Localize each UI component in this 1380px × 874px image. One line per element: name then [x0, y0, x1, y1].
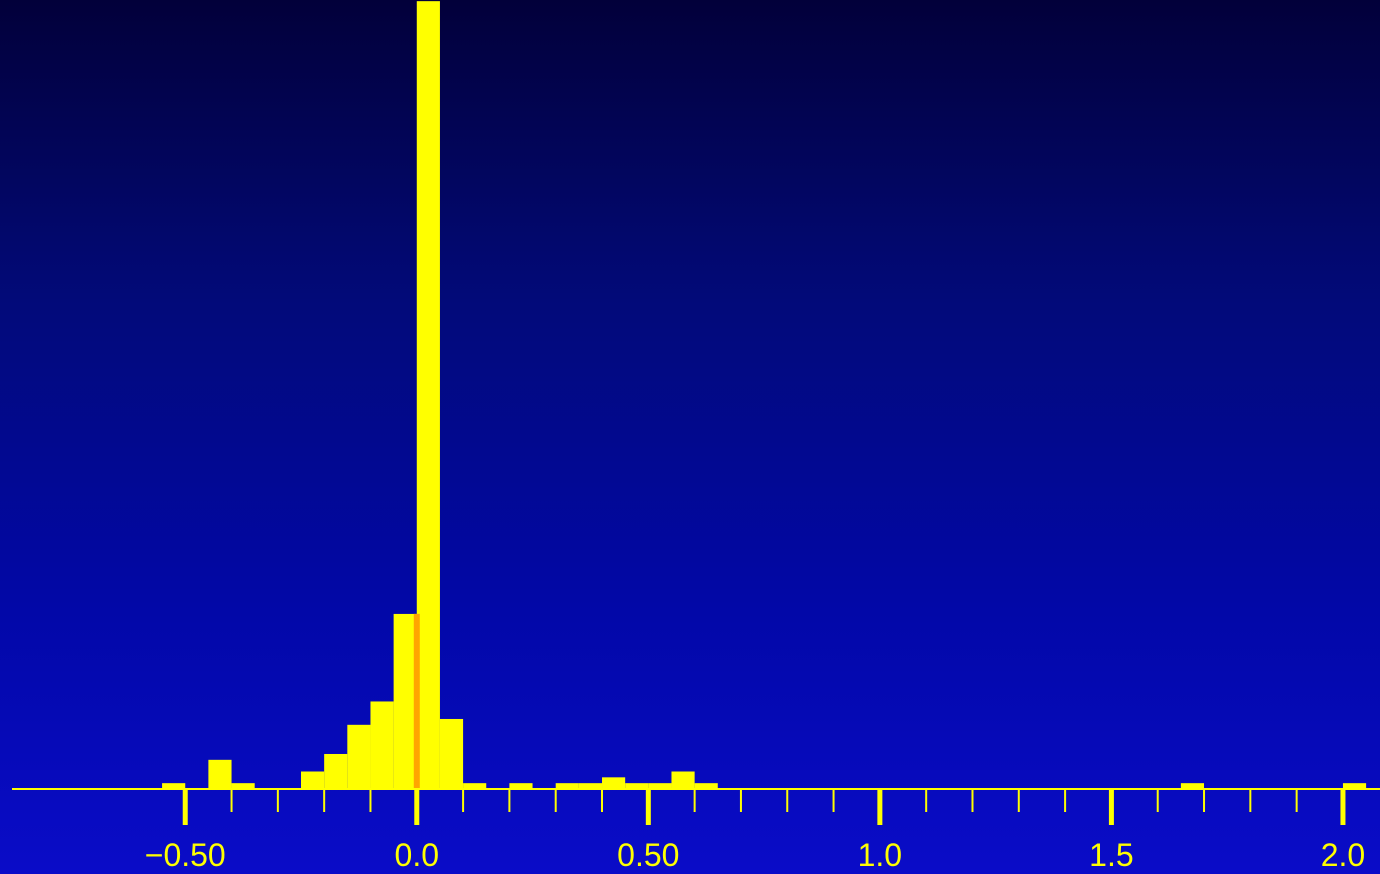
x-axis: −0.50 0.0 0.50 1.0 1.5 2.0 — [12, 788, 1380, 873]
histogram-bar — [509, 783, 533, 789]
histogram-bar — [439, 718, 464, 789]
x-tick-label: 1.0 — [858, 837, 902, 873]
histogram-bar — [1180, 783, 1205, 789]
histogram-bar — [1342, 783, 1367, 789]
histogram-bar — [671, 771, 695, 789]
histogram-bar — [301, 771, 325, 789]
x-tick-label: 0.0 — [395, 837, 439, 873]
x-tick-label: 2.0 — [1321, 837, 1365, 873]
histogram-bar — [347, 724, 371, 789]
histogram-bar — [416, 1, 440, 789]
histogram-bar — [694, 783, 718, 789]
histogram-bar — [578, 783, 603, 789]
histogram-bar — [231, 783, 255, 789]
x-tick-label: 0.50 — [617, 837, 679, 873]
histogram-bar — [162, 783, 186, 789]
histogram-bar — [324, 753, 348, 789]
histogram-bar — [555, 783, 579, 789]
x-tick-label: 1.5 — [1089, 837, 1133, 873]
x-tick-label: −0.50 — [145, 837, 226, 873]
histogram-bar — [602, 777, 626, 789]
histogram-bar — [208, 759, 232, 789]
histogram-bar — [393, 613, 417, 789]
histogram-bars — [162, 1, 1367, 789]
histogram-bar — [625, 783, 649, 789]
histogram-bar — [648, 783, 672, 789]
histogram-bar — [370, 701, 394, 789]
histogram-bar — [463, 783, 487, 789]
